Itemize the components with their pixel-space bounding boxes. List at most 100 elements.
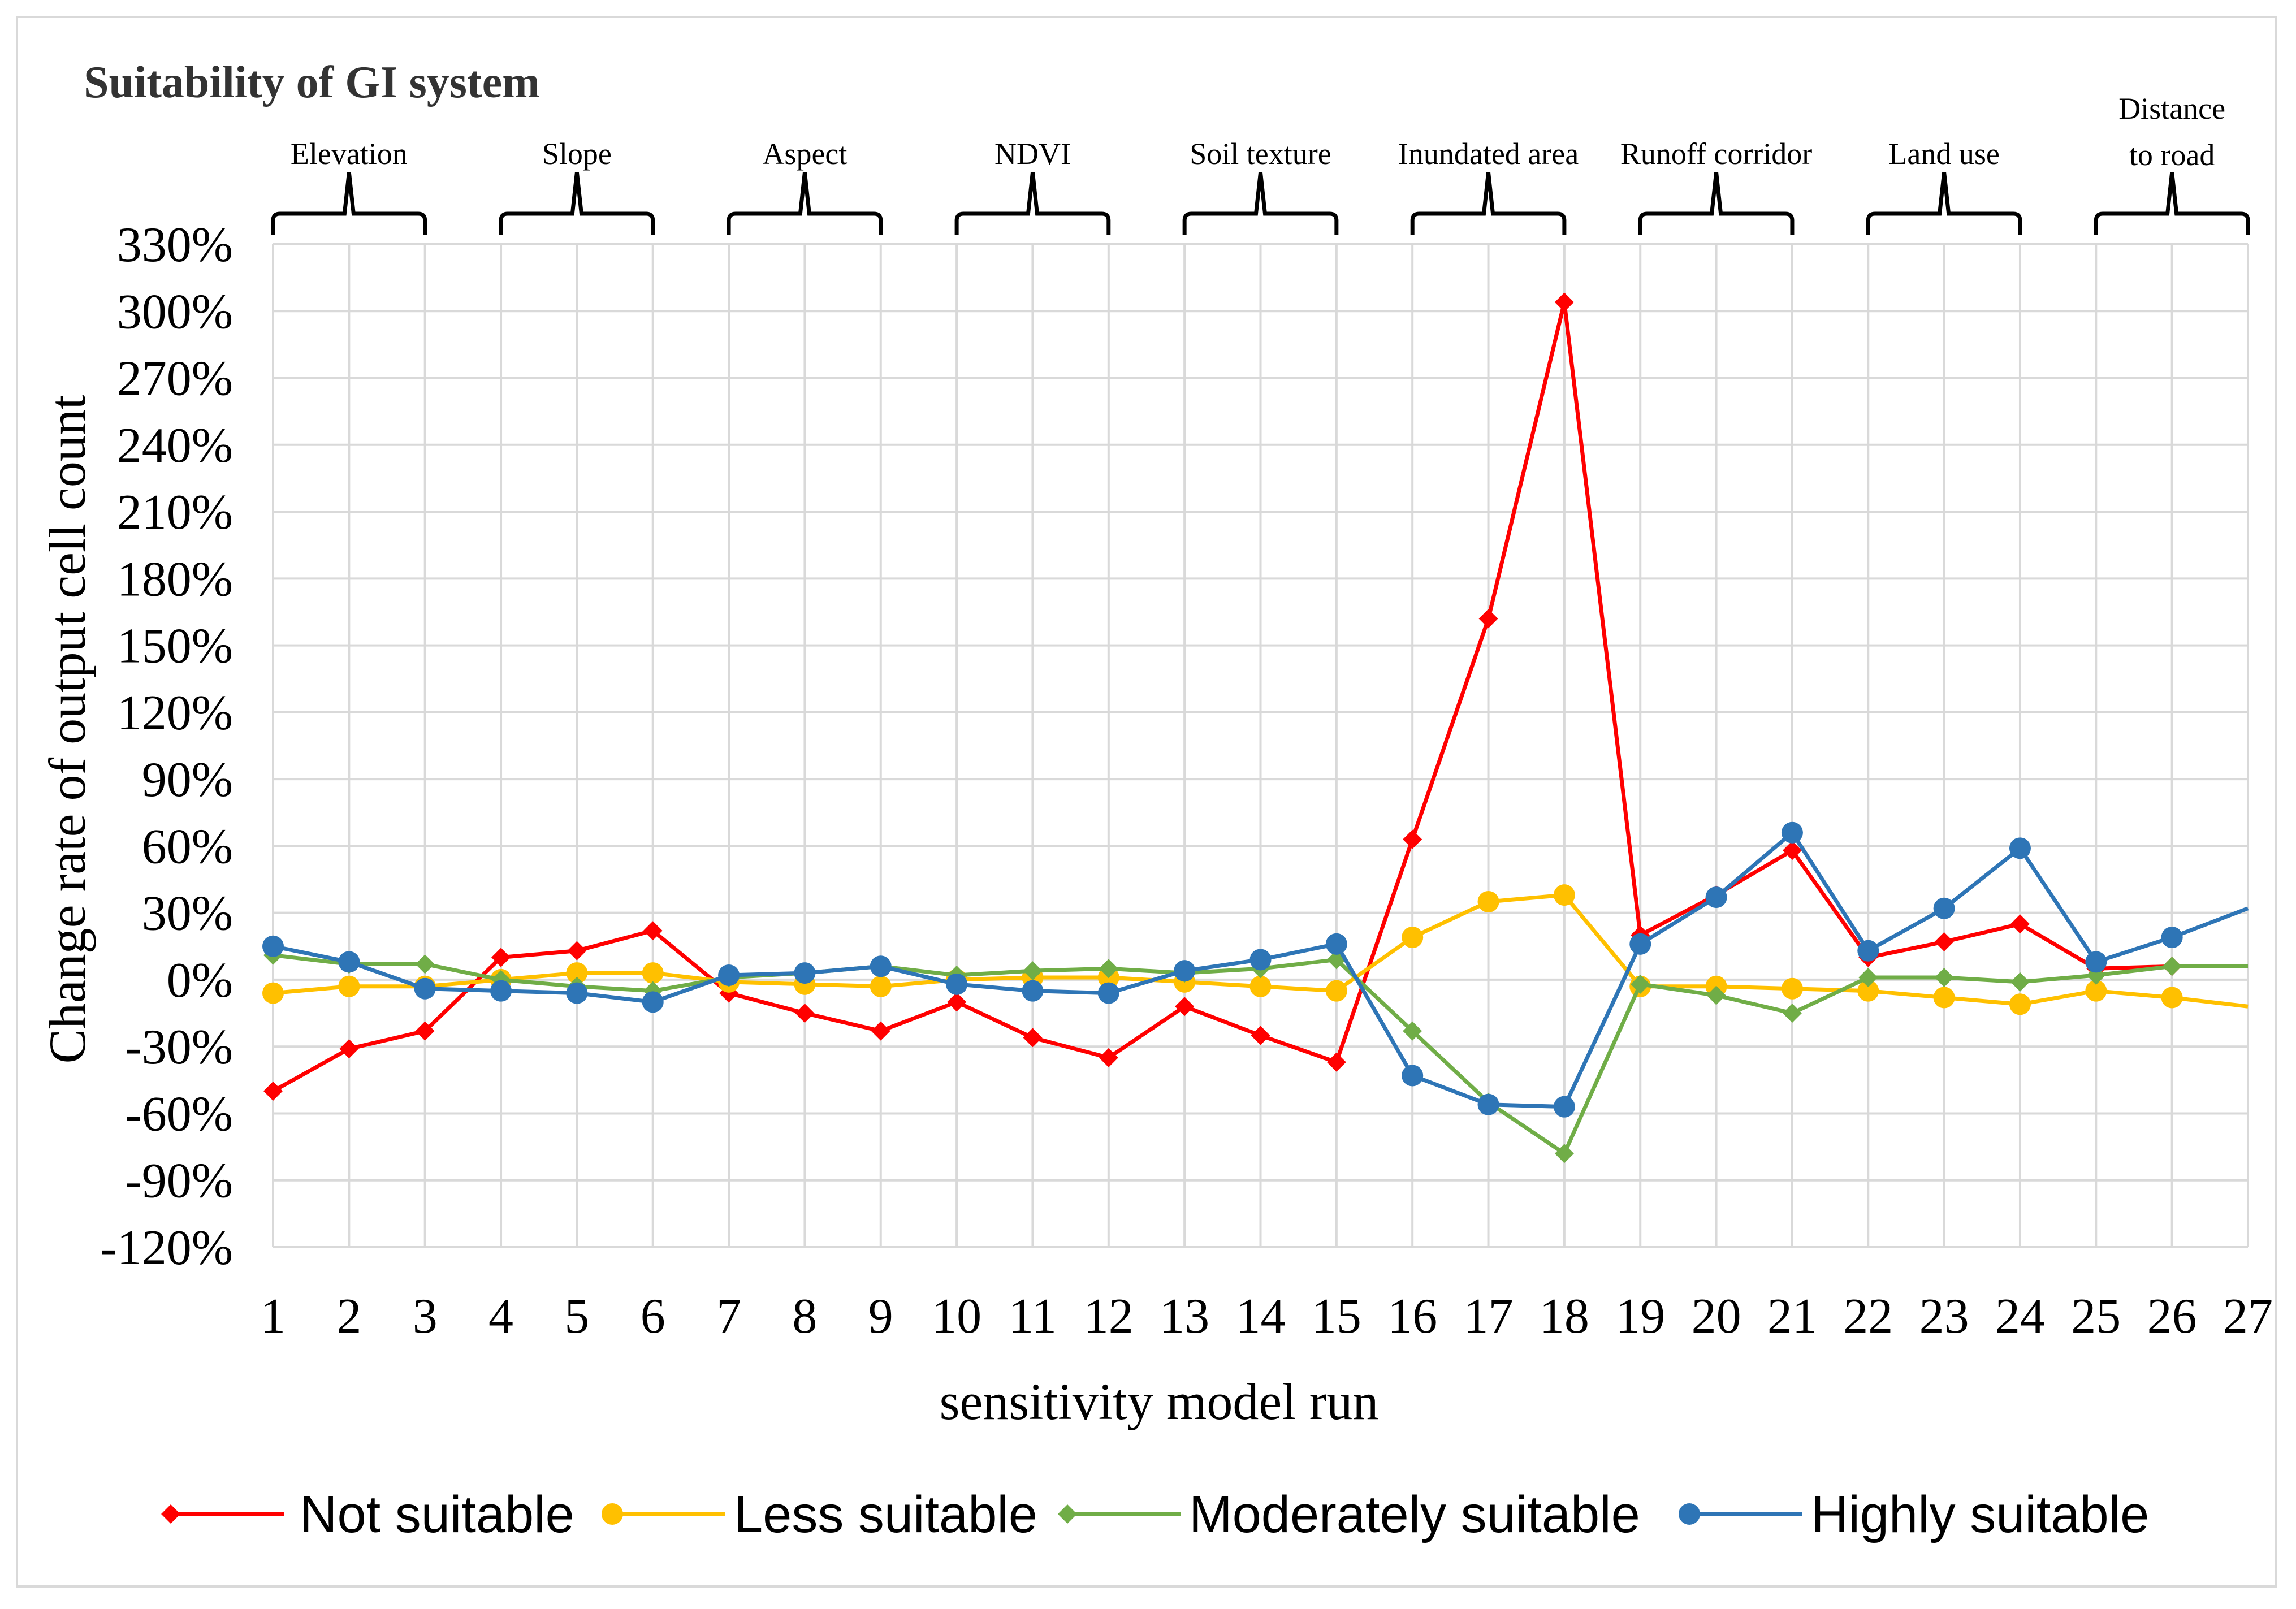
group-brace	[1182, 172, 1339, 235]
group-brace	[954, 172, 1111, 235]
y-tick-label: 270%	[117, 352, 233, 406]
x-tick-label: 6	[641, 1289, 665, 1344]
data-point	[1097, 982, 1119, 1004]
data-point	[1478, 609, 1498, 629]
legend-item: Less suitable	[602, 1486, 1037, 1543]
x-tick-label: 23	[1919, 1289, 1969, 1344]
data-point	[1175, 997, 1195, 1017]
x-tick-label: 22	[1843, 1289, 1893, 1344]
group-brace	[727, 172, 883, 235]
data-point	[1706, 985, 1726, 1005]
data-point	[567, 941, 587, 961]
y-axis-ticks: 330% 300% 270% 240% 210% 180% 150% 120% 90% 60% 30…	[100, 218, 233, 1275]
data-point	[415, 1021, 435, 1041]
y-tick-label: -90%	[125, 1154, 233, 1209]
group-brace	[1638, 172, 1795, 235]
x-tick-label: 3	[413, 1289, 438, 1344]
y-tick-label: 90%	[142, 752, 233, 807]
x-tick-label: 11	[1009, 1289, 1057, 1344]
chart-frame	[16, 16, 2277, 1588]
data-point	[263, 1082, 283, 1101]
x-tick-label: 18	[1540, 1289, 1589, 1344]
x-tick-label: 1	[261, 1289, 286, 1344]
y-tick-label: 60%	[142, 819, 233, 874]
x-tick-label: 10	[932, 1289, 981, 1344]
data-point	[262, 982, 284, 1004]
x-tick-label: 17	[1464, 1289, 1514, 1344]
y-tick-label: 210%	[117, 485, 233, 540]
data-point	[415, 954, 435, 974]
y-tick-label: 240%	[117, 418, 233, 473]
data-point	[2010, 972, 2030, 992]
data-point	[1554, 292, 1574, 312]
data-point	[1326, 1052, 1346, 1072]
data-point	[1402, 1065, 1424, 1087]
group-label: NDVI	[994, 137, 1071, 171]
data-point	[338, 975, 360, 997]
grid-lines	[272, 243, 2249, 1248]
chart-title: Suitability of GI system	[84, 58, 540, 107]
data-point	[2162, 957, 2182, 976]
data-point	[1782, 1004, 1802, 1023]
group-label: Runoff corridor	[1620, 137, 1812, 171]
data-point	[642, 991, 664, 1013]
y-tick-label: 300%	[117, 284, 233, 339]
y-tick-label: 120%	[117, 686, 233, 741]
data-point	[794, 962, 816, 984]
data-point	[1781, 977, 1803, 1000]
data-point	[1781, 821, 1803, 844]
data-point	[1553, 884, 1575, 906]
legend-label: Highly suitable	[1811, 1486, 2149, 1543]
data-point	[1934, 932, 1954, 951]
data-point	[566, 962, 588, 984]
group-label: Elevation	[291, 137, 408, 171]
x-tick-label: 4	[488, 1289, 513, 1344]
legend-label: Not suitable	[300, 1486, 574, 1543]
data-point	[1325, 933, 1347, 955]
data-point	[1933, 897, 1955, 919]
data-point	[1934, 967, 1954, 987]
x-tick-label: 26	[2147, 1289, 2197, 1344]
y-tick-label: -60%	[125, 1087, 233, 1141]
data-point	[795, 1004, 815, 1023]
data-point	[2161, 987, 2183, 1009]
x-tick-label: 7	[716, 1289, 741, 1344]
data-point	[1023, 961, 1043, 981]
y-tick-label: 330%	[117, 218, 233, 273]
data-point	[718, 964, 740, 987]
data-point	[871, 1021, 890, 1041]
group-label-line: Distance	[2118, 92, 2225, 126]
legend-label: Moderately suitable	[1189, 1486, 1640, 1543]
data-point	[339, 1039, 359, 1059]
data-point	[1477, 1093, 1499, 1115]
data-point	[1858, 967, 1878, 987]
data-point	[1553, 1096, 1575, 1118]
group-brace	[1410, 172, 1567, 235]
data-point	[1554, 1144, 1574, 1164]
data-point	[262, 935, 284, 957]
data-point	[1477, 890, 1499, 912]
data-point	[870, 955, 892, 977]
y-tick-label: -120%	[100, 1221, 233, 1275]
data-point	[1705, 886, 1727, 909]
data-point	[490, 980, 512, 1002]
data-point	[2161, 927, 2183, 949]
data-point	[1023, 1028, 1043, 1048]
data-point	[1022, 980, 1044, 1002]
y-tick-label: 30%	[142, 886, 233, 941]
data-point	[414, 977, 436, 1000]
data-point	[1402, 927, 1424, 949]
group-brace	[499, 172, 655, 235]
series-highly-suitable	[262, 821, 2249, 1118]
data-point	[1857, 980, 1879, 1002]
data-point	[2009, 837, 2031, 859]
x-tick-label: 9	[868, 1289, 893, 1344]
x-tick-label: 2	[336, 1289, 361, 1344]
data-point	[2010, 914, 2030, 934]
x-tick-label: 14	[1236, 1289, 1286, 1344]
x-tick-label: 19	[1615, 1289, 1665, 1344]
data-point	[947, 992, 967, 1012]
data-point	[2085, 980, 2107, 1002]
group-brace	[2094, 172, 2250, 235]
